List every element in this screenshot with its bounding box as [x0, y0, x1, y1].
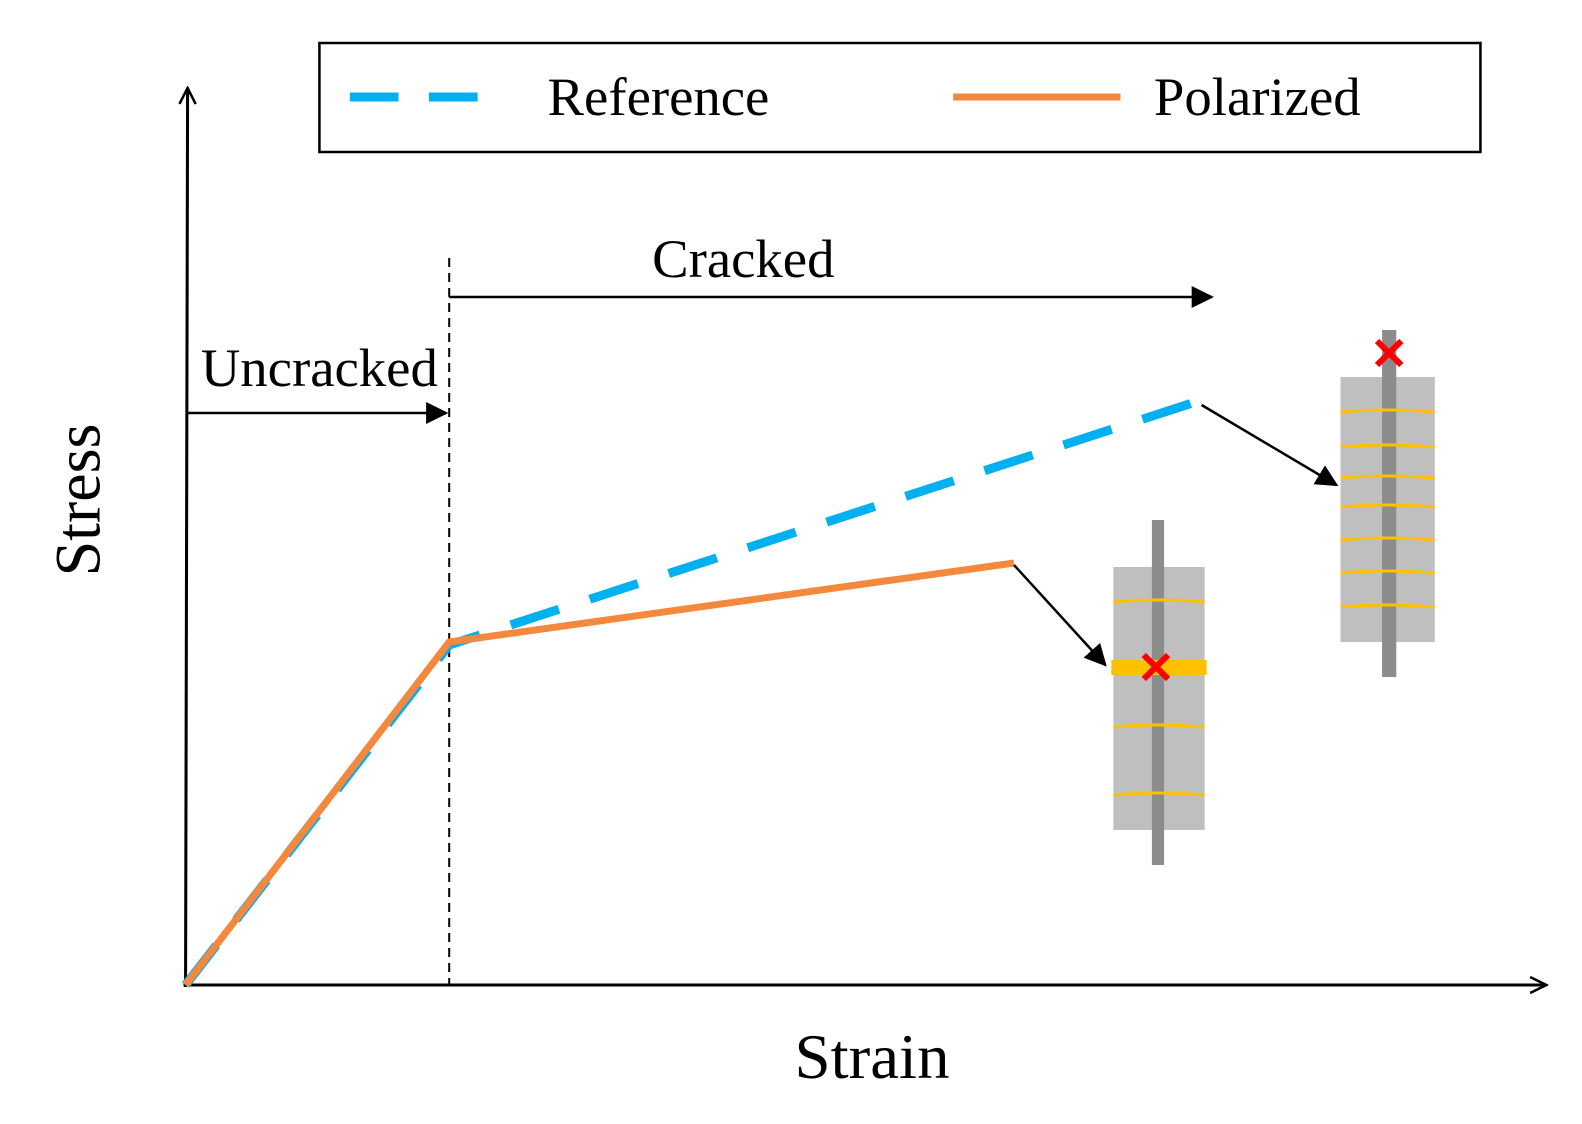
legend-label: Polarized — [1154, 67, 1361, 127]
x-axis-label: Strain — [795, 1021, 950, 1092]
y-axis — [186, 88, 188, 988]
content: Reference Polarized Strain Stress Cracke… — [42, 41, 1546, 1092]
cracked-label: Cracked — [652, 229, 834, 289]
pointer-arrow — [1013, 564, 1107, 667]
pointer-arrow — [1200, 403, 1339, 487]
legend-label: Reference — [548, 67, 770, 127]
specimen-reference — [1340, 330, 1435, 677]
specimen-polarized — [1111, 520, 1207, 865]
legend-box — [318, 41, 1482, 154]
y-axis-label: Stress — [42, 424, 113, 577]
reference-curve — [181, 395, 1204, 988]
polarized-curve — [182, 559, 1015, 988]
uncracked-label: Uncracked — [201, 338, 438, 398]
